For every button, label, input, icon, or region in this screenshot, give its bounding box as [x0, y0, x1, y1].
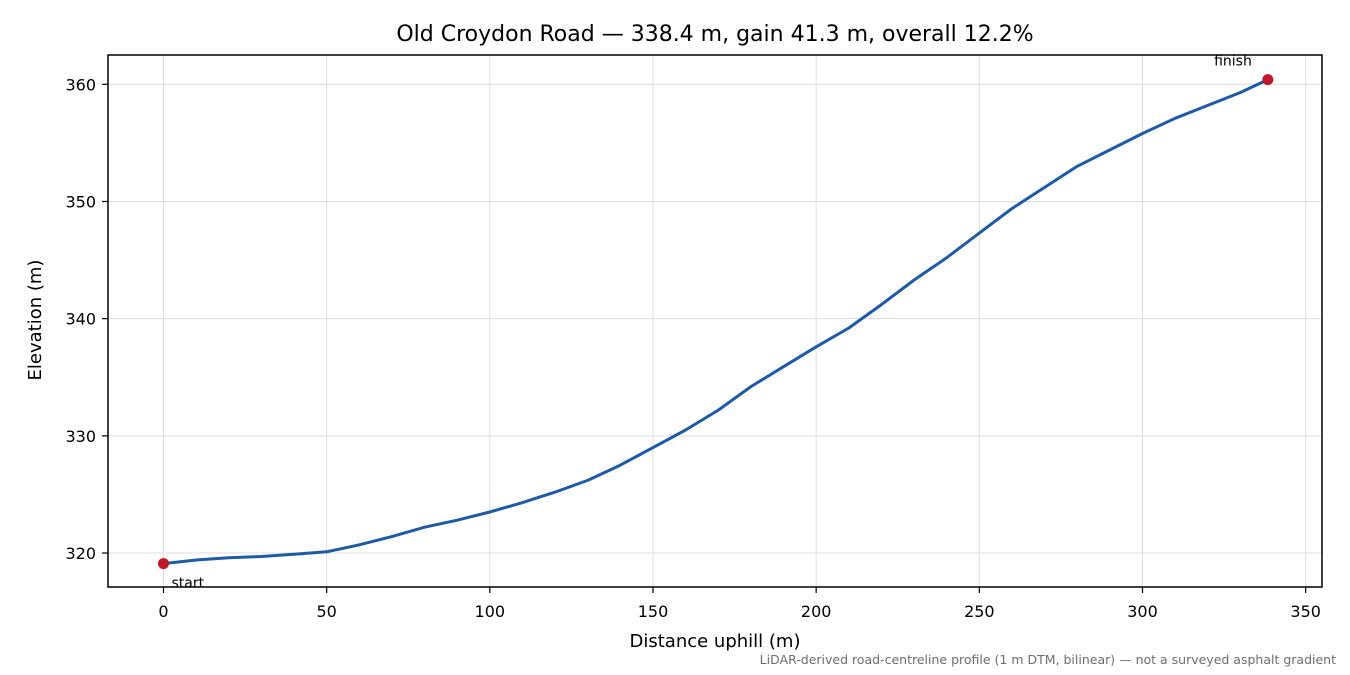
- finish-marker: [1262, 74, 1274, 86]
- endpoint-markers: start finish: [157, 54, 1274, 592]
- x-axis-label: Distance uphill (m): [630, 631, 801, 652]
- x-tick-label: 50: [316, 602, 336, 621]
- x-tick-label: 250: [964, 602, 995, 621]
- x-tick-label: 0: [158, 602, 168, 621]
- chart-title: Old Croydon Road — 338.4 m, gain 41.3 m,…: [396, 22, 1033, 47]
- plot-frame: [107, 54, 1323, 588]
- x-tick-label: 200: [801, 602, 832, 621]
- y-tick-label: 350: [65, 192, 96, 211]
- x-tick-label: 350: [1290, 602, 1321, 621]
- start-label: start: [171, 576, 204, 592]
- y-tick-label: 320: [65, 544, 96, 563]
- grid-lines: [108, 55, 1322, 587]
- y-tick-label: 340: [65, 310, 96, 329]
- x-tick-label: 300: [1127, 602, 1158, 621]
- finish-label: finish: [1214, 54, 1252, 70]
- start-marker: [157, 558, 169, 570]
- x-tick-label: 150: [638, 602, 669, 621]
- elevation-profile-line: [162, 78, 1270, 566]
- axis-ticks: 0 50 100 150 200 250 300 350 320 330 340 350 360: [65, 75, 1321, 621]
- y-tick-label: 360: [65, 75, 96, 94]
- y-tick-label: 330: [65, 427, 96, 446]
- footnote: LiDAR-derived road-centreline profile (1…: [759, 652, 1336, 667]
- y-axis-label: Elevation (m): [25, 260, 46, 381]
- x-tick-label: 100: [475, 602, 506, 621]
